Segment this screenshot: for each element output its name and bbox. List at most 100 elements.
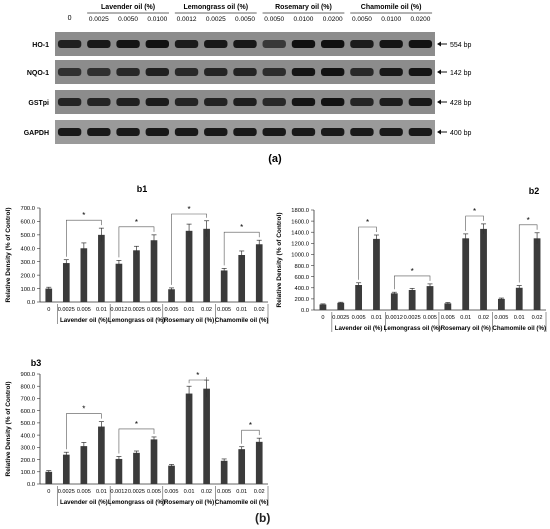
y-tick-label: 0.0: [301, 308, 309, 314]
bar: [98, 234, 105, 302]
gel-band: [145, 68, 169, 76]
gel-conc-label: 0.0100: [147, 16, 167, 23]
group-label: Lavender oil (%): [60, 317, 108, 324]
significance-star: *: [82, 405, 85, 414]
group-label: Chamomile oil (%): [215, 317, 269, 324]
gel-group-label: Rosemary oil (%): [275, 4, 332, 11]
x-tick-label: 0.005: [494, 315, 508, 321]
gel-band: [87, 98, 111, 106]
gel-size-label: 400 bp: [450, 130, 472, 137]
y-tick-label: 200.0: [20, 273, 35, 279]
gel-band: [291, 98, 316, 106]
gel-band: [57, 98, 82, 106]
bar: [203, 388, 210, 484]
gel-conc-label: 0.0200: [323, 16, 343, 23]
gel-band: [379, 40, 403, 48]
y-tick-label: 600.0: [20, 409, 35, 415]
x-tick-label: 0.005: [441, 315, 455, 321]
bar: [444, 303, 452, 310]
gel-band: [145, 40, 169, 48]
gel-band: [174, 68, 199, 76]
gel-conc-label: 0.0025: [89, 16, 109, 23]
significance-star: *: [527, 216, 530, 225]
bar: [133, 250, 140, 302]
x-tick-label: 0.01: [184, 307, 195, 313]
x-tick-label: 0.005: [217, 489, 231, 495]
x-tick-label: 0.0012: [110, 489, 127, 495]
gel-group-label: Lemongrass oil (%): [183, 4, 248, 11]
x-tick-label: 0.0025: [128, 307, 145, 313]
gel-band: [379, 128, 403, 136]
significance-bracket: [66, 219, 102, 257]
gel-band: [408, 98, 433, 106]
group-label: Lavender oil (%): [60, 499, 108, 506]
bar: [220, 460, 228, 484]
bar: [80, 248, 88, 302]
x-tick-label: 0.01: [236, 489, 247, 495]
bar: [98, 426, 105, 484]
x-tick-label: 0.005: [217, 307, 231, 313]
gel-band: [57, 68, 82, 76]
gel-conc-label: 0.0012: [177, 16, 197, 23]
gel-band: [116, 68, 140, 76]
bar: [426, 286, 434, 310]
group-label: Rosemary oil (%): [441, 325, 491, 332]
x-tick-label: 0.02: [254, 489, 265, 495]
x-tick-label: 0: [47, 307, 50, 313]
gel-band: [145, 98, 169, 106]
gel-band: [291, 128, 316, 136]
x-tick-label: 0.005: [77, 307, 91, 313]
bar: [238, 449, 246, 484]
x-tick-label: 0.01: [96, 489, 107, 495]
bar: [462, 238, 470, 310]
gel-band: [408, 40, 433, 48]
chart-title: b2: [529, 186, 540, 196]
gel-band: [204, 128, 228, 136]
bar: [62, 263, 70, 302]
significance-star: *: [135, 218, 138, 227]
gel-gene-label: NQO-1: [27, 70, 49, 77]
x-tick-label: 0.0025: [58, 307, 75, 313]
significance-bracket: [223, 231, 260, 266]
significance-bracket: [171, 213, 207, 285]
gel-group-label: Lavender oil (%): [101, 4, 155, 11]
gel-electrophoresis-panel: 0 Lavender oil (%) 0.0025 0.0050 0.0100 Lemon…: [24, 4, 472, 165]
significance-bracket: [241, 429, 260, 444]
chart-title: b1: [137, 184, 148, 194]
gel-band: [204, 98, 228, 106]
significance-star: *: [366, 218, 369, 227]
gel-band: [174, 40, 199, 48]
significance-bracket: [358, 226, 377, 280]
significance-star: *: [196, 371, 199, 380]
gel-band: [116, 40, 140, 48]
gel-gene-label: GAPDH: [24, 130, 49, 137]
gel-conc-label: 0.0200: [410, 16, 430, 23]
x-tick-label: 0.01: [371, 315, 382, 321]
x-tick-label: 0.0012: [386, 315, 403, 321]
y-tick-label: 0.0: [27, 300, 35, 306]
x-tick-label: 0.005: [77, 489, 91, 495]
x-tick-label: 0.005: [352, 315, 366, 321]
x-tick-label: 0.02: [532, 315, 543, 321]
gel-band: [204, 68, 228, 76]
y-tick-label: 1000.0: [291, 253, 309, 259]
gel-band: [233, 40, 257, 48]
gel-conc-label: 0.0100: [381, 16, 401, 23]
y-tick-label: 400.0: [20, 433, 35, 439]
bar: [255, 441, 263, 484]
gel-band: [233, 98, 257, 106]
gel-band: [87, 68, 111, 76]
bar: [319, 304, 327, 310]
bar: [62, 454, 70, 484]
gel-conc-label: 0.0025: [206, 16, 226, 23]
x-tick-label: 0.0025: [404, 315, 421, 321]
gel-band: [350, 68, 374, 76]
y-tick-label: 800.0: [20, 384, 35, 390]
significance-star: *: [188, 205, 191, 214]
y-tick-label: 300.0: [20, 446, 35, 452]
significance-bracket: [518, 224, 538, 283]
x-tick-label: 0.02: [254, 307, 265, 313]
gel-band: [57, 128, 82, 136]
x-tick-label: 0.005: [147, 307, 161, 313]
